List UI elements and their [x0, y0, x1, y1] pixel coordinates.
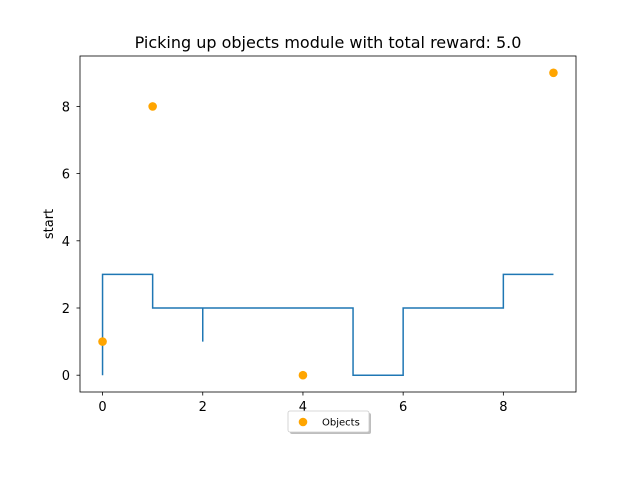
- object-point: [298, 370, 308, 380]
- legend: Objects: [287, 410, 371, 434]
- chart-title: Picking up objects module with total rew…: [135, 33, 522, 52]
- x-tick-label: 0: [98, 400, 106, 415]
- path-line: [101, 273, 554, 376]
- y-tick-label: 2: [62, 302, 70, 317]
- x-tick-label: 6: [399, 400, 407, 415]
- y-tick-label: 6: [62, 168, 70, 183]
- object-point: [148, 102, 157, 111]
- x-tick-label: 2: [199, 400, 207, 415]
- legend-box: [287, 410, 370, 433]
- y-tick-label: 4: [62, 235, 70, 250]
- plot-area: 0 2 4 6 8 0 2 4 6 8: [62, 55, 577, 415]
- y-tick-label: 0: [62, 369, 70, 384]
- axes-frame: [79, 55, 577, 393]
- x-tick-label: 4: [299, 400, 307, 415]
- y-axis-label: start: [42, 209, 57, 239]
- legend-label: Objects: [322, 418, 360, 429]
- object-point: [98, 337, 107, 346]
- legend-marker: [298, 417, 308, 427]
- y-tick-label: 8: [62, 100, 70, 115]
- object-point: [549, 68, 558, 78]
- x-tick-label: 8: [499, 400, 507, 415]
